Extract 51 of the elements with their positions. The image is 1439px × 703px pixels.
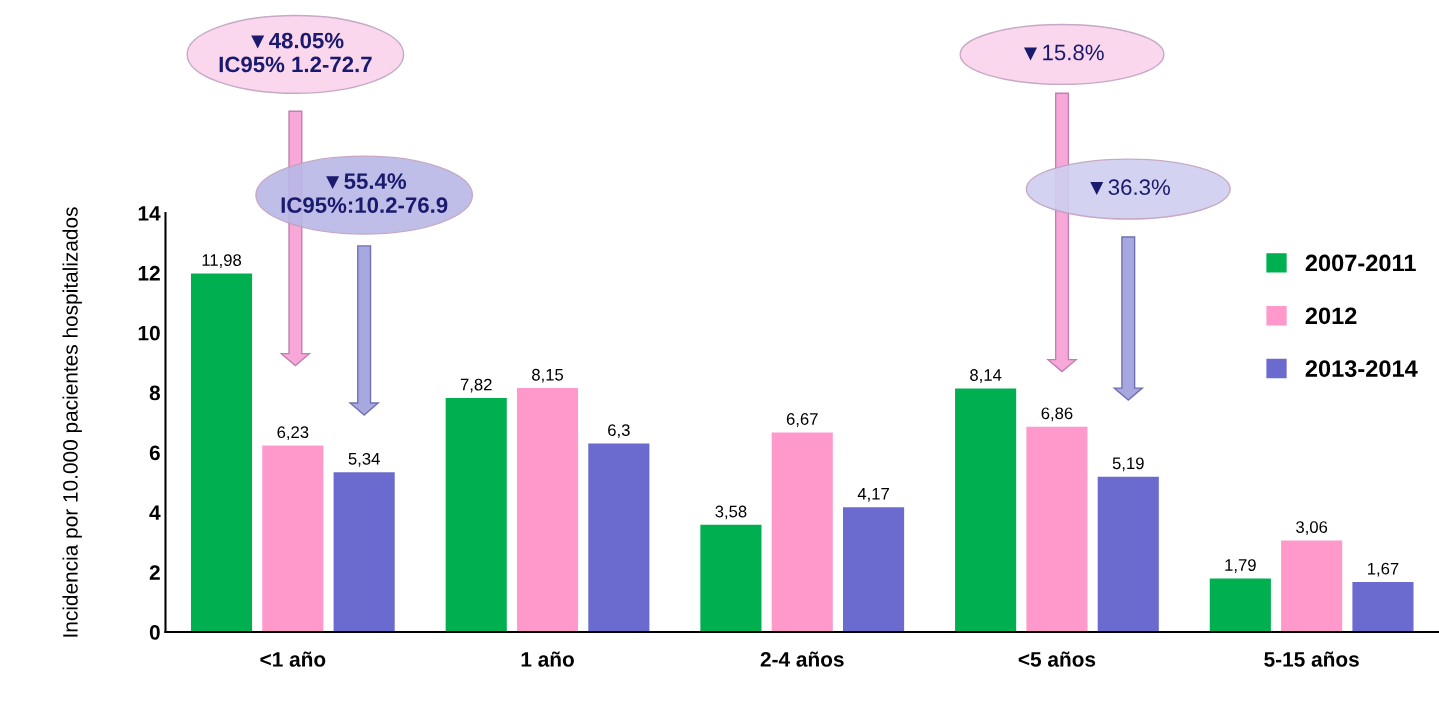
data-label: 1,79 (1225, 559, 1256, 573)
data-label: 5,34 (348, 452, 380, 467)
bar (1026, 426, 1088, 632)
y-tick-label: 10 (138, 325, 160, 341)
y-tick-label: 2 (149, 565, 160, 580)
bar (190, 273, 253, 632)
data-label: 8,15 (532, 368, 564, 383)
data-label: 3,06 (1296, 521, 1328, 535)
x-tick-label: 5-15 años (1264, 651, 1359, 667)
data-label: 8,14 (970, 369, 1002, 383)
legend-label: 2013-2014 (1305, 360, 1418, 378)
x-tick-label: 2-4 años (760, 651, 844, 667)
legend-label: 2012 (1305, 307, 1357, 325)
data-label: 11,98 (202, 254, 242, 268)
y-tick-label: 6 (149, 445, 160, 461)
y-tick-label: 0 (149, 625, 160, 640)
y-tick-label: 12 (138, 265, 160, 281)
y-tick-label: 4 (149, 505, 161, 520)
text: ▼55.4% IC95%:10.2-76.9 (281, 173, 448, 213)
data-label: 6,3 (608, 424, 630, 438)
data-label: 5,19 (1112, 457, 1144, 472)
data-label: 3,58 (715, 505, 747, 520)
data-label: 6,23 (277, 426, 309, 441)
x-tick-label: <1 año (260, 651, 326, 667)
data-label: 6,86 (1041, 407, 1073, 422)
bar (1097, 476, 1159, 632)
bar (262, 445, 324, 632)
bar (1281, 540, 1343, 632)
bar (445, 397, 507, 632)
bar (955, 388, 1017, 632)
bar (843, 507, 905, 632)
x-tick-label: 1 año (521, 651, 574, 667)
bar (700, 524, 762, 632)
data-label: 4,17 (857, 488, 889, 502)
y-axis-title: Incidencia por 10.000 pacientes hospitalizados (62, 207, 82, 637)
bar (516, 388, 579, 632)
text: ▼48.05% IC95% 1.2-72.7 (219, 32, 372, 73)
y-tick-label: 8 (149, 385, 160, 401)
data-label: 1,67 (1368, 562, 1399, 577)
bar (588, 443, 650, 632)
bar (1209, 578, 1271, 632)
data-label: 6,67 (786, 413, 818, 427)
text: ▼36.3% (1090, 179, 1170, 196)
x-tick-label: <5 años (1018, 651, 1096, 667)
data-label: 7,82 (460, 378, 492, 393)
bar (333, 472, 395, 632)
y-tick-label: 14 (138, 206, 161, 221)
legend-label: 2007-2011 (1305, 254, 1416, 272)
bar (1352, 582, 1414, 632)
bar (771, 432, 833, 632)
text: ▼15.8% (1024, 44, 1104, 61)
